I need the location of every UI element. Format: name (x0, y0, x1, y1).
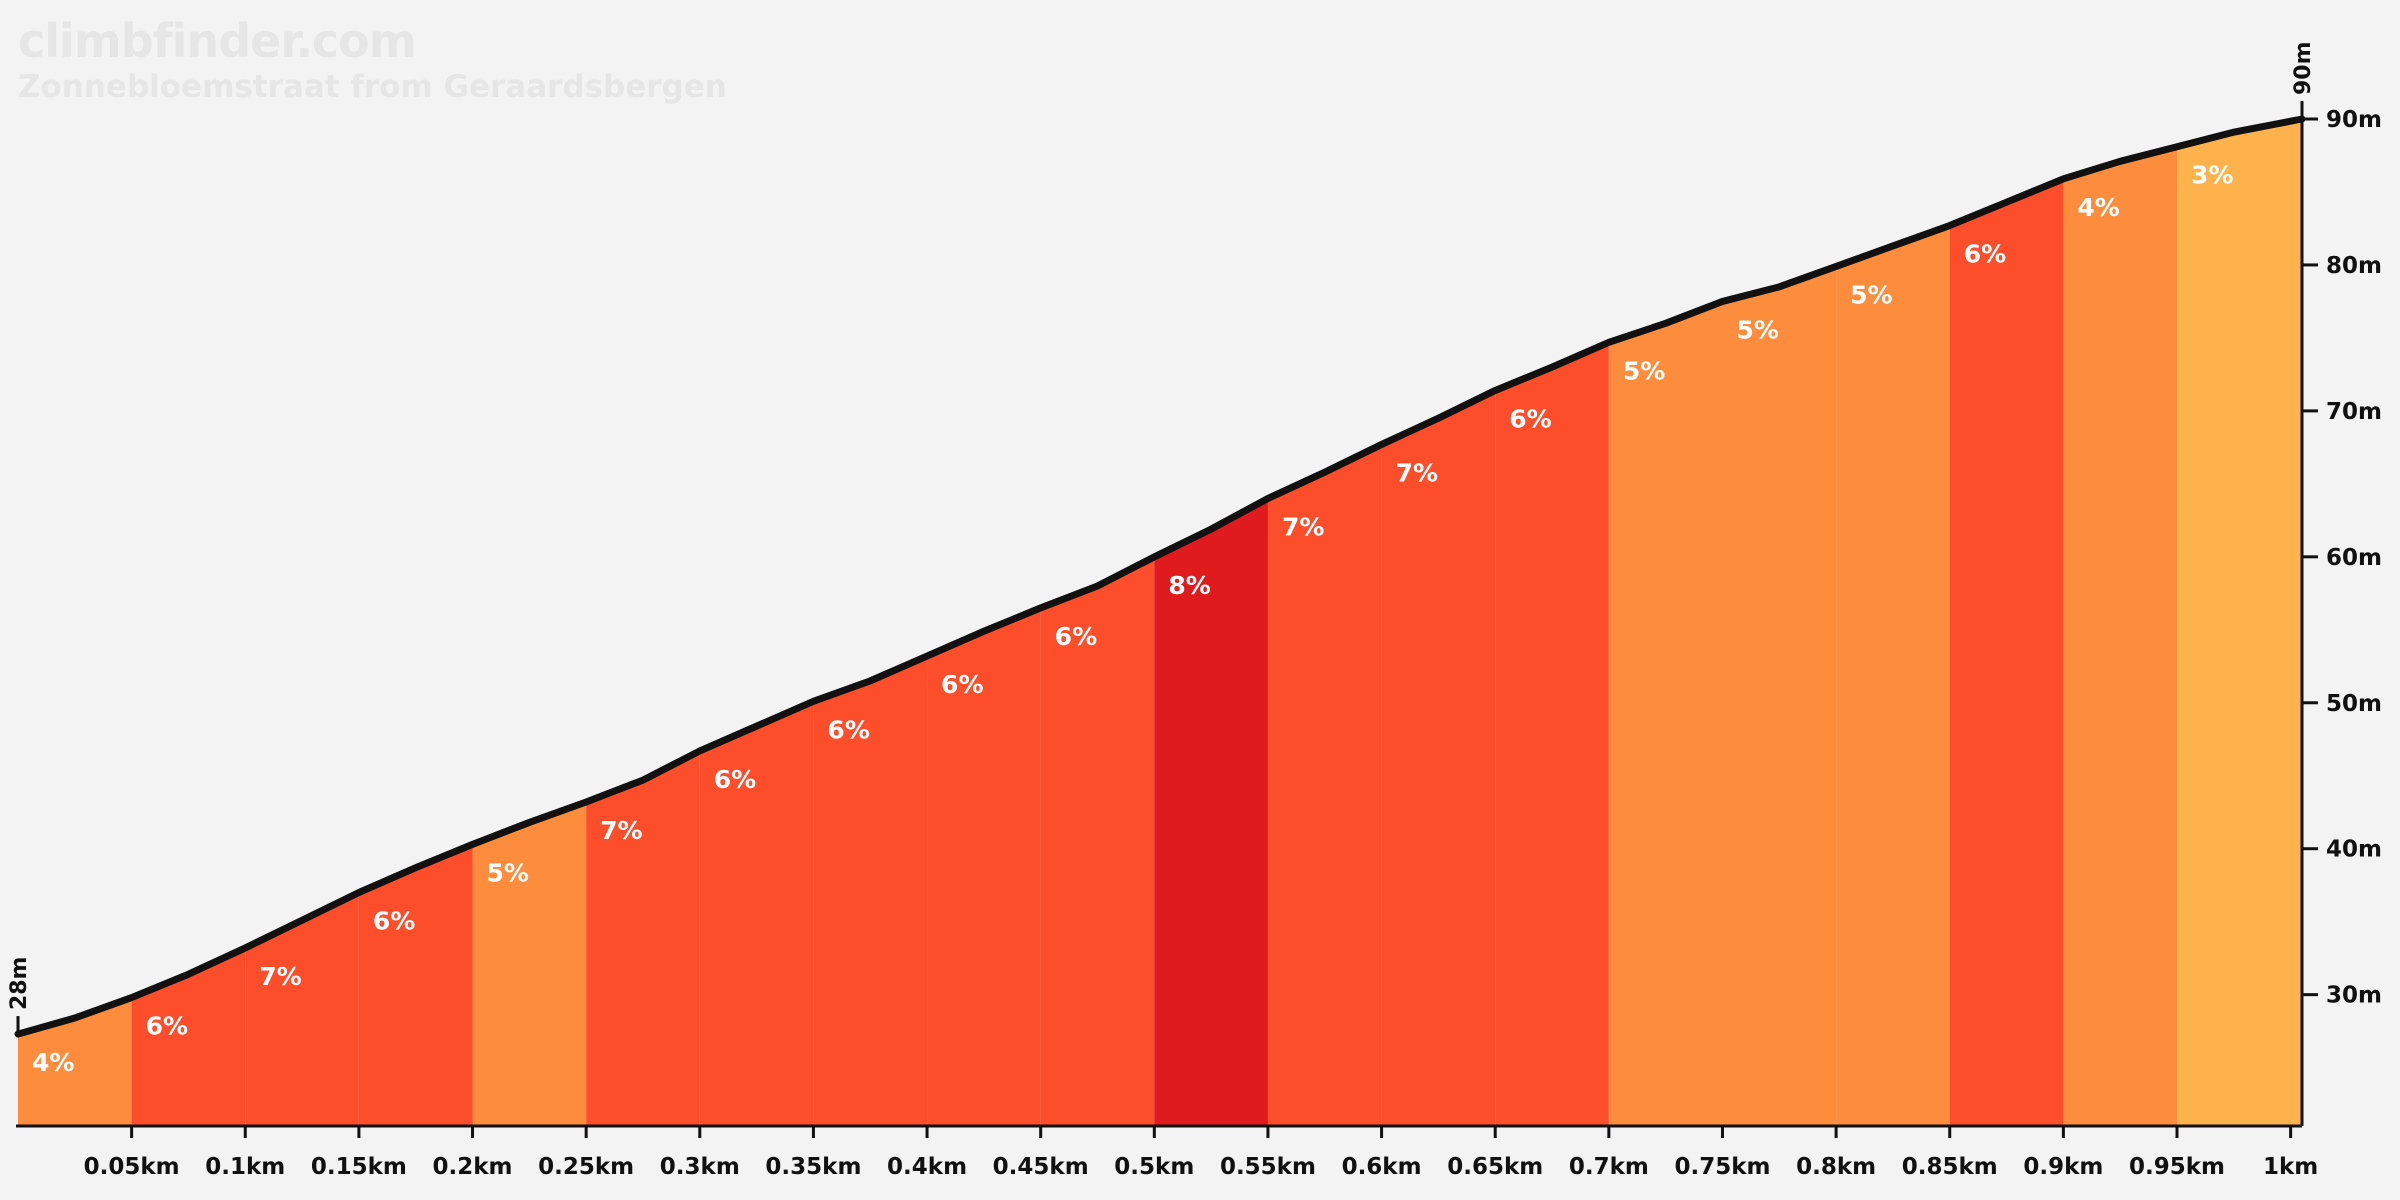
gradient-label: 7% (600, 816, 642, 845)
x-tick-label: 0.35km (765, 1154, 861, 1180)
gradient-segment (1495, 342, 1609, 1127)
gradient-segment (131, 947, 246, 1126)
gradient-segment (1949, 178, 2064, 1126)
axes: 0.05km 0.1km 0.15km 0.2km 0.25km 0.3km 0.35km 0… (7, 41, 2382, 1180)
gradient-label: 6% (1964, 240, 2006, 269)
gradient-label: 6% (941, 670, 983, 699)
gradient-labels: 4% 6% 7% 6% 5% 7% 6% 6% 6% 6% 8% 7% 7% 6% 5% 5% 5% 6% 4% 3% (32, 161, 2233, 1077)
gradient-label: 3% (2191, 161, 2233, 190)
x-tick-label: 0.1km (205, 1154, 285, 1180)
gradient-label: 6% (1509, 404, 1551, 433)
watermark-subtitle: Zonnebloemstraat from Geraardsbergen (18, 69, 727, 105)
gradient-segment (586, 750, 700, 1126)
watermark-site: climbfinder.com (18, 14, 417, 68)
gradient-label: 4% (2077, 193, 2119, 222)
x-tick-label: 0.2km (433, 1154, 513, 1180)
gradient-label: 5% (487, 858, 529, 887)
gradient-segments (18, 119, 2302, 1127)
y-tick-label: 80m (2326, 253, 2382, 279)
watermark: climbfinder.com Zonnebloemstraat from Ge… (18, 18, 727, 103)
y-tick-label: 70m (2326, 399, 2382, 425)
gradient-segment (1836, 225, 1950, 1127)
gradient-label: 5% (1736, 315, 1778, 344)
x-tick-label: 0.7km (1569, 1154, 1649, 1180)
gradient-segment (699, 701, 814, 1126)
x-tick-label: 0.55km (1220, 1154, 1316, 1180)
x-tick-label: 0.75km (1674, 1154, 1770, 1180)
gradient-segment (813, 656, 928, 1126)
gradient-label: 6% (1055, 622, 1097, 651)
x-tick-label: 0.5km (1114, 1154, 1194, 1180)
gradient-label: 7% (1396, 458, 1438, 487)
gradient-segment (2063, 146, 2178, 1126)
gradient-segment (1267, 444, 1382, 1127)
x-tick-label: 0.65km (1447, 1154, 1543, 1180)
gradient-segment (472, 802, 587, 1126)
gradient-label: 6% (827, 715, 869, 744)
gradient-label: 7% (1282, 512, 1324, 541)
gradient-segment (18, 997, 132, 1126)
gradient-segment (245, 892, 359, 1126)
gradient-label: 7% (259, 962, 301, 991)
gradient-segment (1381, 390, 1496, 1127)
gradient-segment (1722, 266, 1837, 1126)
y-tick-label: 90m (2326, 107, 2382, 133)
x-tick-label: 0.85km (1902, 1154, 1998, 1180)
gradient-label: 5% (1623, 356, 1665, 385)
end-elevation-label: 90m (2291, 41, 2316, 95)
gradient-segment (358, 844, 473, 1126)
gradient-segment (927, 607, 1041, 1126)
x-tick-label: 0.8km (1796, 1154, 1876, 1180)
gradient-label: 8% (1168, 571, 1210, 600)
gradient-segment (1608, 301, 1723, 1126)
gradient-label: 6% (146, 1012, 188, 1041)
gradient-segment (1154, 498, 1268, 1126)
gradient-label: 4% (32, 1048, 74, 1077)
elevation-profile-line (14, 115, 2306, 1038)
y-tick-label: 30m (2326, 983, 2382, 1009)
x-tick-label: 0.95km (2129, 1154, 2225, 1180)
x-tick-label: 0.9km (2023, 1154, 2103, 1180)
gradient-segment (2177, 119, 2302, 1126)
x-tick-label: 0.05km (84, 1154, 180, 1180)
gradient-label: 6% (714, 765, 756, 794)
x-tick-label: 0.6km (1342, 1154, 1422, 1180)
x-tick-label: 0.15km (311, 1154, 407, 1180)
gradient-label: 6% (373, 906, 415, 935)
start-elevation-label: 28m (7, 957, 32, 1011)
gradient-segment (1040, 556, 1155, 1126)
y-tick-label: 60m (2326, 545, 2382, 571)
gradient-label: 5% (1850, 280, 1892, 309)
y-tick-label: 50m (2326, 691, 2382, 717)
y-tick-label: 40m (2326, 837, 2382, 863)
x-tick-label: 0.4km (887, 1154, 967, 1180)
x-tick-label: 1km (2263, 1154, 2318, 1180)
x-tick-label: 0.3km (660, 1154, 740, 1180)
x-tick-label: 0.25km (538, 1154, 634, 1180)
x-tick-label: 0.45km (993, 1154, 1089, 1180)
